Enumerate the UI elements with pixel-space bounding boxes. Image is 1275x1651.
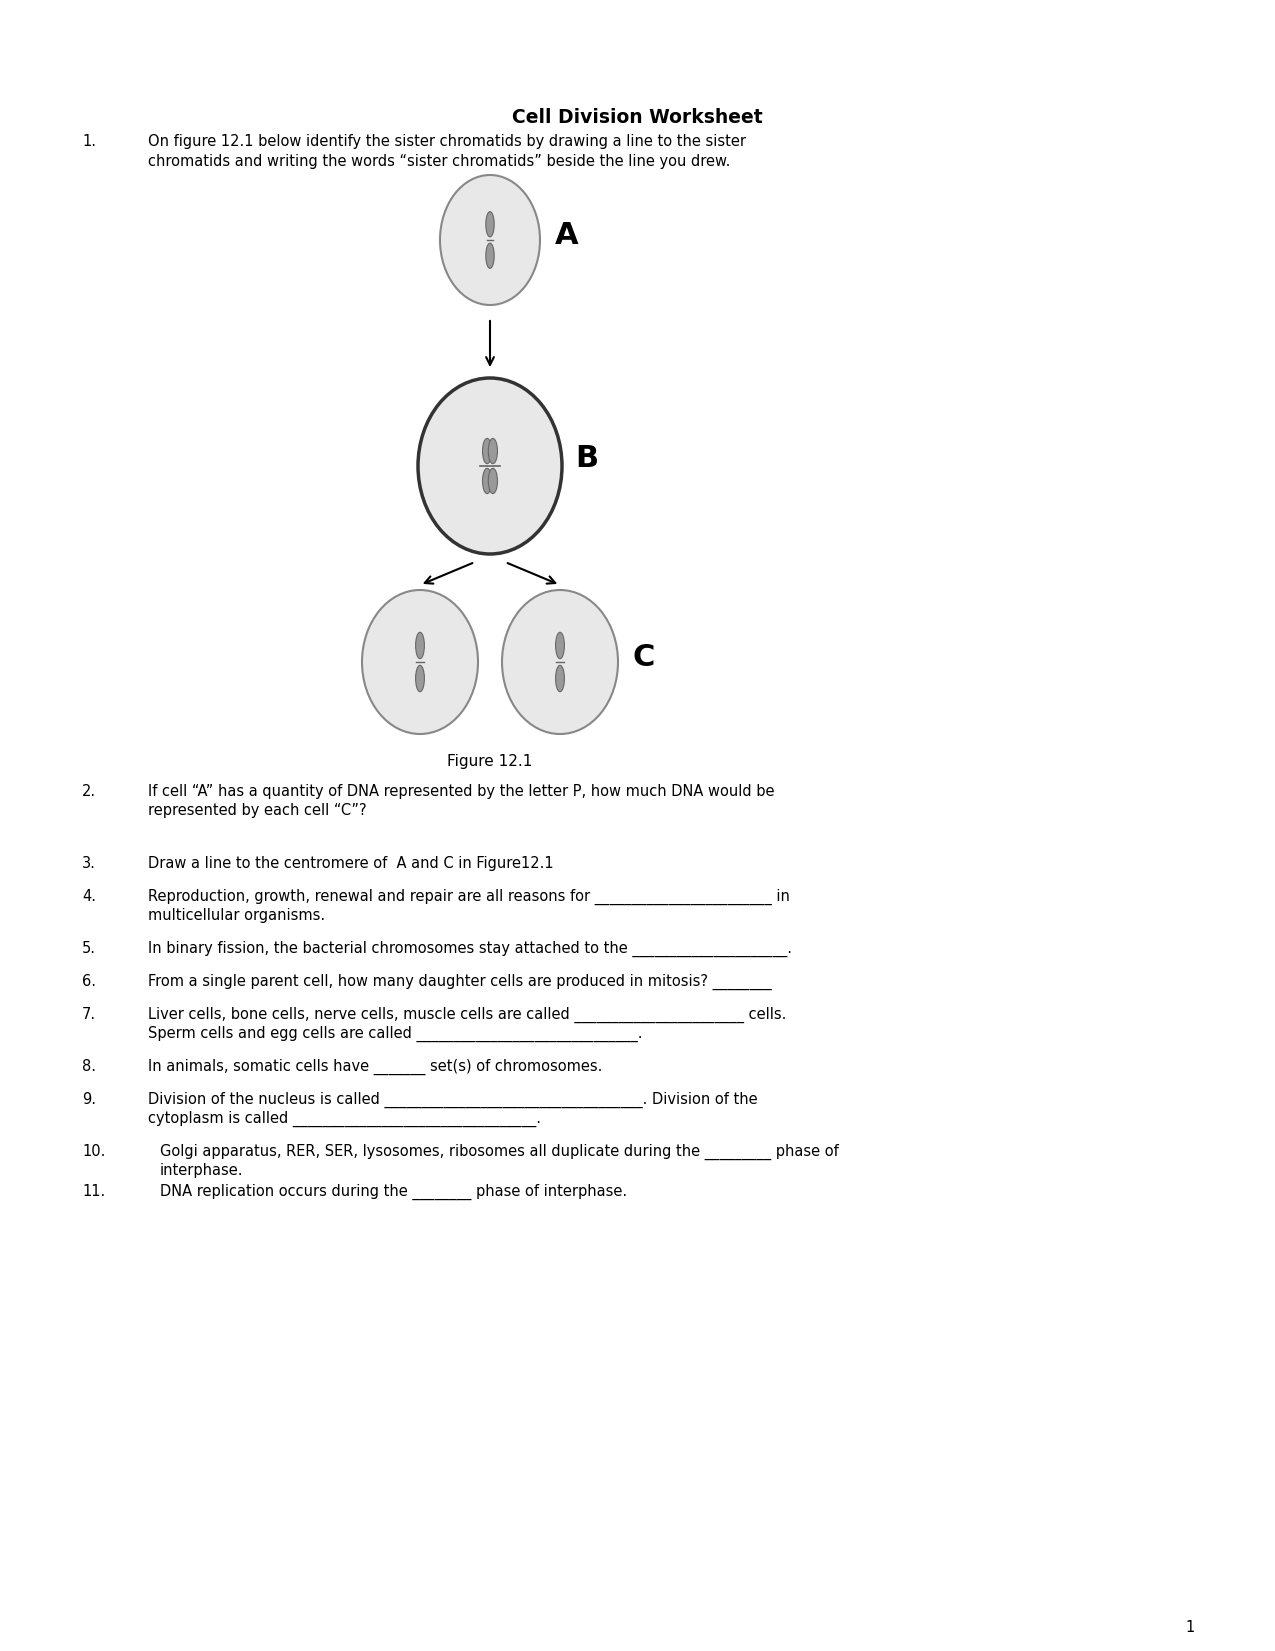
Text: Division of the nucleus is called ___________________________________. Division : Division of the nucleus is called ______… xyxy=(148,1091,757,1108)
Text: Liver cells, bone cells, nerve cells, muscle cells are called __________________: Liver cells, bone cells, nerve cells, mu… xyxy=(148,1007,787,1024)
Ellipse shape xyxy=(486,243,495,269)
Text: 2.: 2. xyxy=(82,784,96,799)
Text: In binary fission, the bacterial chromosomes stay attached to the ______________: In binary fission, the bacterial chromos… xyxy=(148,941,792,958)
Ellipse shape xyxy=(488,439,497,464)
Text: multicellular organisms.: multicellular organisms. xyxy=(148,908,325,923)
Text: 9.: 9. xyxy=(82,1091,96,1108)
Text: 3.: 3. xyxy=(82,855,96,872)
Ellipse shape xyxy=(488,469,497,494)
Ellipse shape xyxy=(486,211,495,236)
Ellipse shape xyxy=(362,589,478,735)
Ellipse shape xyxy=(502,589,618,735)
Ellipse shape xyxy=(556,632,565,659)
Text: On figure 12.1 below identify the sister chromatids by drawing a line to the sis: On figure 12.1 below identify the sister… xyxy=(148,134,746,149)
Text: A: A xyxy=(555,221,579,249)
Ellipse shape xyxy=(416,632,425,659)
Text: represented by each cell “C”?: represented by each cell “C”? xyxy=(148,802,367,817)
Text: From a single parent cell, how many daughter cells are produced in mitosis? ____: From a single parent cell, how many daug… xyxy=(148,974,771,991)
Text: Sperm cells and egg cells are called ______________________________.: Sperm cells and egg cells are called ___… xyxy=(148,1025,643,1042)
Text: Draw a line to the centromere of  A and C in Figure12.1: Draw a line to the centromere of A and C… xyxy=(148,855,553,872)
Text: Reproduction, growth, renewal and repair are all reasons for ___________________: Reproduction, growth, renewal and repair… xyxy=(148,888,790,905)
Text: 1: 1 xyxy=(1186,1620,1195,1634)
Text: chromatids and writing the words “sister chromatids” beside the line you drew.: chromatids and writing the words “sister… xyxy=(148,154,731,168)
Text: If cell “A” has a quantity of DNA represented by the letter P, how much DNA woul: If cell “A” has a quantity of DNA repres… xyxy=(148,784,774,799)
Text: 11.: 11. xyxy=(82,1184,106,1199)
Ellipse shape xyxy=(418,378,562,555)
Text: 1.: 1. xyxy=(82,134,96,149)
Text: 8.: 8. xyxy=(82,1058,96,1075)
Ellipse shape xyxy=(556,665,565,692)
Ellipse shape xyxy=(482,469,492,494)
Ellipse shape xyxy=(416,665,425,692)
Text: 5.: 5. xyxy=(82,941,96,956)
Ellipse shape xyxy=(440,175,541,305)
Text: 6.: 6. xyxy=(82,974,96,989)
Text: 10.: 10. xyxy=(82,1144,106,1159)
Text: cytoplasm is called _________________________________.: cytoplasm is called ____________________… xyxy=(148,1111,541,1128)
Text: B: B xyxy=(575,444,598,472)
Text: 7.: 7. xyxy=(82,1007,96,1022)
Text: DNA replication occurs during the ________ phase of interphase.: DNA replication occurs during the ______… xyxy=(159,1184,627,1200)
Text: interphase.: interphase. xyxy=(159,1162,244,1179)
Text: Figure 12.1: Figure 12.1 xyxy=(448,755,533,769)
Text: C: C xyxy=(632,642,654,672)
Text: In animals, somatic cells have _______ set(s) of chromosomes.: In animals, somatic cells have _______ s… xyxy=(148,1058,602,1075)
Text: Cell Division Worksheet: Cell Division Worksheet xyxy=(511,107,762,127)
Text: Golgi apparatus, RER, SER, lysosomes, ribosomes all duplicate during the _______: Golgi apparatus, RER, SER, lysosomes, ri… xyxy=(159,1144,839,1161)
Text: 4.: 4. xyxy=(82,888,96,905)
Ellipse shape xyxy=(482,439,492,464)
